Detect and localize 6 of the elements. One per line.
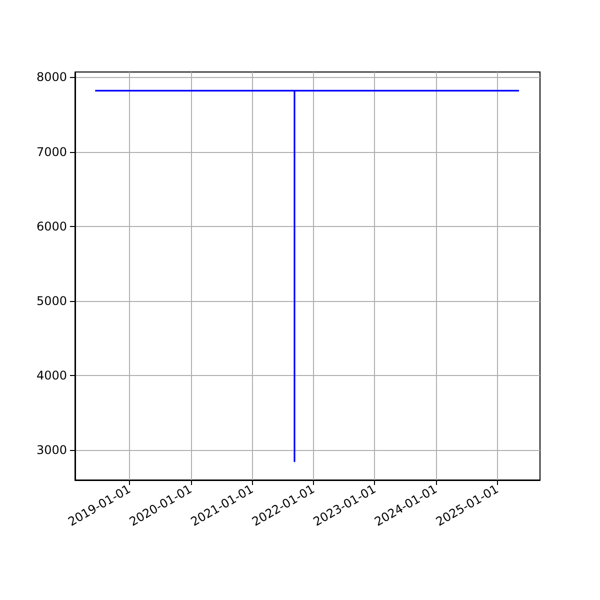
y-tick-label: 7000 <box>36 144 67 159</box>
y-tick-label: 5000 <box>36 294 67 308</box>
y-tick-label: 3000 <box>36 443 67 458</box>
y-tick-label: 6000 <box>36 219 67 234</box>
y-tick-label: 4000 <box>36 368 67 383</box>
y-tick-label: 8000 <box>36 70 67 84</box>
